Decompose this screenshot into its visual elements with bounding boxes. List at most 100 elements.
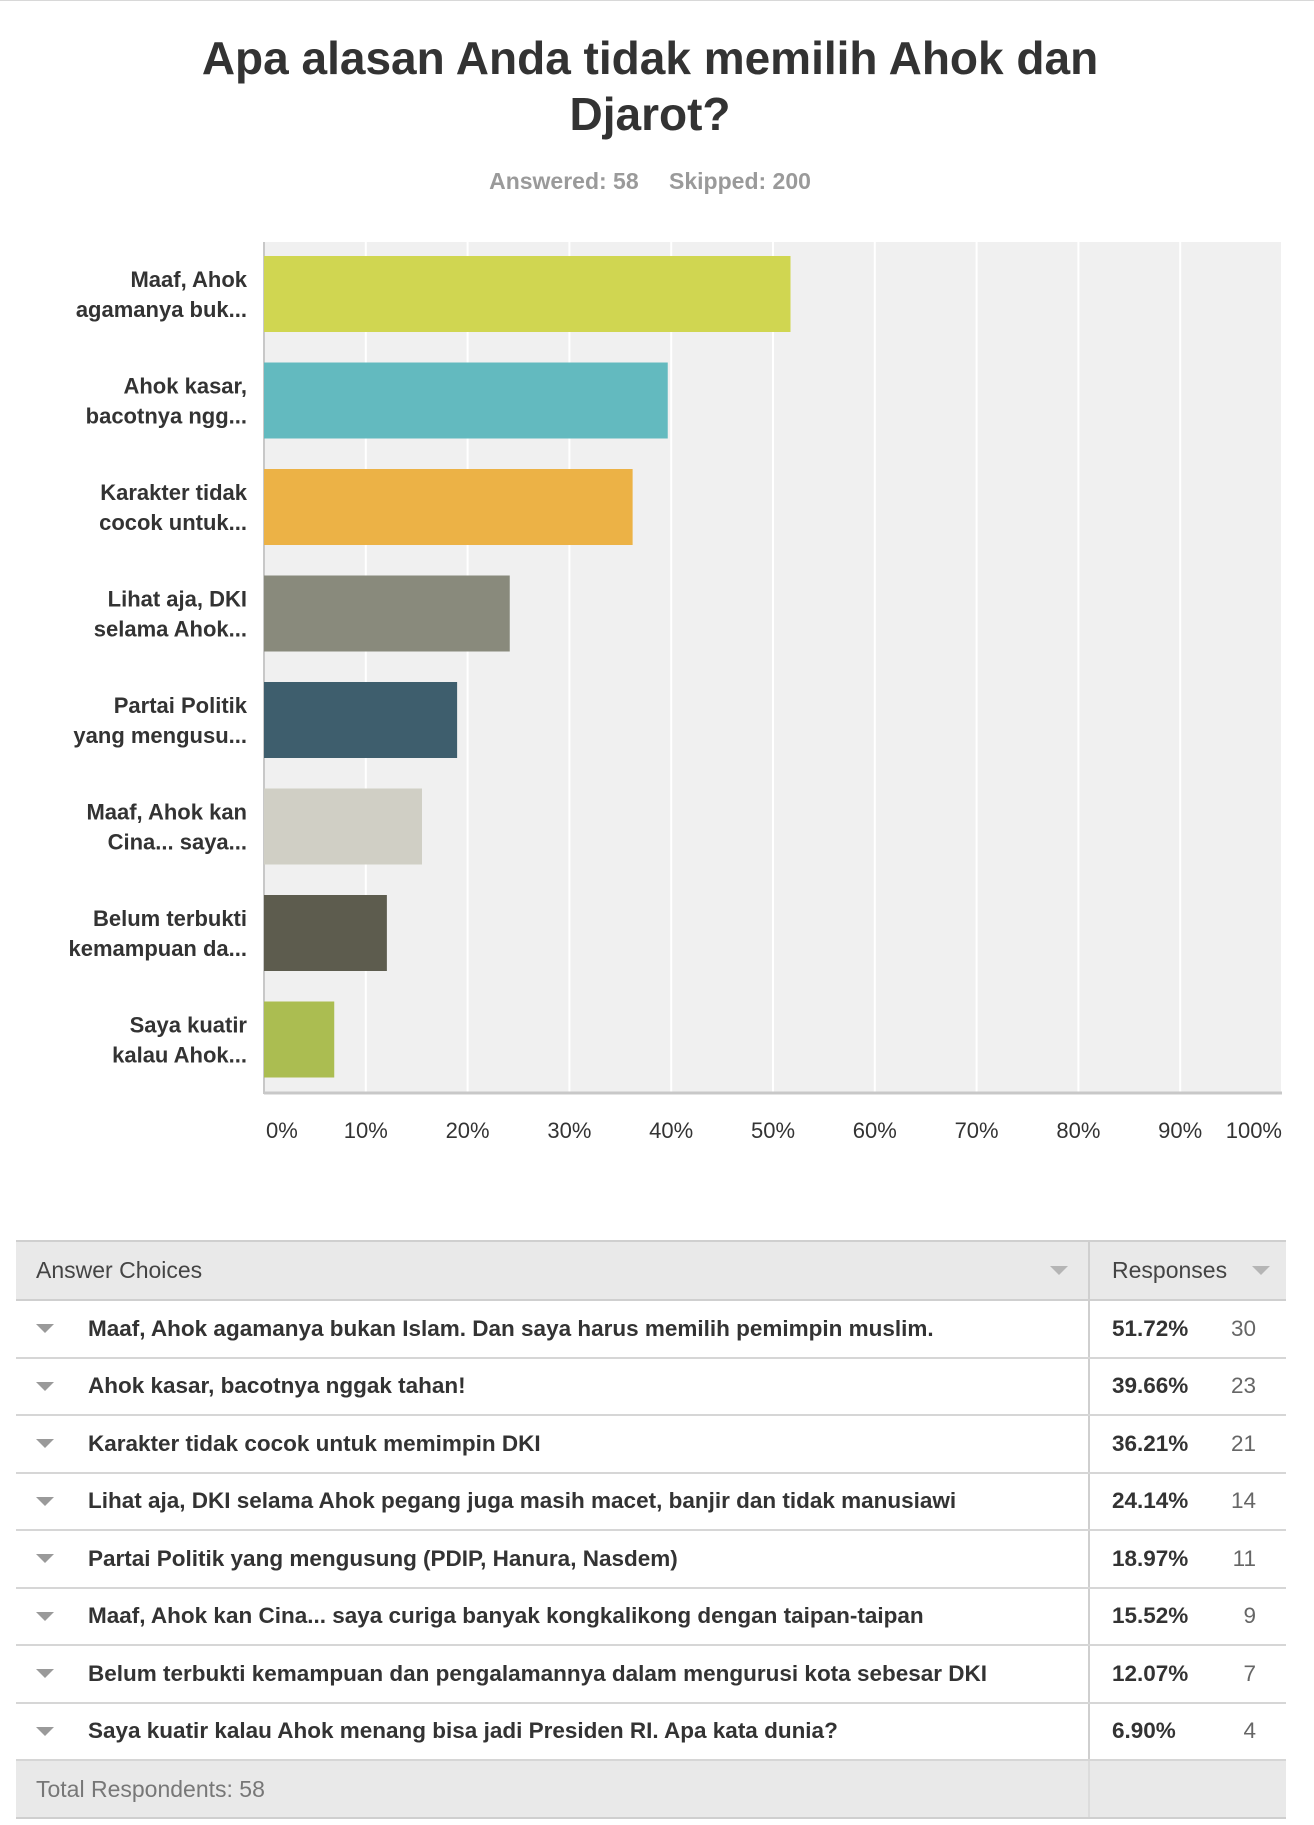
x-tick-label: 10% — [344, 1118, 388, 1143]
response-percent: 15.52% — [1112, 1603, 1189, 1629]
x-tick-label: 20% — [446, 1118, 490, 1143]
answer-choices-header[interactable]: Answer Choices — [16, 1242, 1090, 1299]
choice-cell: Maaf, Ahok kan Cina... saya curiga banya… — [16, 1588, 1090, 1644]
bar — [264, 256, 791, 332]
x-tick-label: 50% — [751, 1118, 795, 1143]
response-count: 11 — [1232, 1545, 1256, 1571]
category-label: Lihat aja, DKI — [108, 587, 247, 612]
category-label: Karakter tidak — [100, 480, 248, 505]
bar — [264, 788, 422, 865]
response-cell: 36.21% 21 — [1090, 1416, 1286, 1472]
category-label: Saya kuatir — [130, 1013, 248, 1038]
response-percent: 36.21% — [1112, 1430, 1189, 1456]
response-cell: 12.07% 7 — [1090, 1646, 1286, 1702]
choice-cell: Saya kuatir kalau Ahok menang bisa jadi … — [16, 1703, 1090, 1759]
category-label: cocok untuk... — [99, 510, 247, 535]
bar — [264, 362, 668, 439]
responses-table: Answer Choices Responses Maaf, Ahok agam… — [16, 1240, 1286, 1819]
bar — [264, 895, 387, 971]
x-tick-label: 40% — [649, 1118, 693, 1143]
choice-text: Maaf, Ahok kan Cina... saya curiga banya… — [88, 1603, 924, 1629]
answer-choices-label: Answer Choices — [36, 1257, 203, 1283]
expand-icon[interactable] — [36, 1554, 54, 1564]
category-label: bacotnya ngg... — [86, 404, 247, 429]
response-count: 30 — [1230, 1315, 1256, 1341]
table-body: Maaf, Ahok agamanya bukan Islam. Dan say… — [16, 1301, 1286, 1761]
category-label: kalau Ahok... — [112, 1043, 247, 1068]
choice-text: Partai Politik yang mengusung (PDIP, Han… — [88, 1545, 678, 1571]
table-row: Maaf, Ahok kan Cina... saya curiga banya… — [16, 1588, 1286, 1646]
response-stats: Answered: 58 Skipped: 200 — [0, 168, 1300, 195]
bar — [264, 1001, 335, 1078]
response-percent: 12.07% — [1112, 1660, 1189, 1686]
table-row: Lihat aja, DKI selama Ahok pegang juga m… — [16, 1473, 1286, 1531]
category-label: Belum terbukti — [93, 906, 247, 931]
table-footer: Total Respondents: 58 — [16, 1761, 1286, 1819]
table-row: Partai Politik yang mengusung (PDIP, Han… — [16, 1531, 1286, 1589]
choice-text: Karakter tidak cocok untuk memimpin DKI — [88, 1430, 541, 1456]
bar-chart: Maaf, Ahok agamanya buk... Ahok kasar, baco… — [68, 242, 1283, 1143]
table-header: Answer Choices Responses — [16, 1240, 1286, 1301]
expand-icon[interactable] — [36, 1669, 54, 1679]
response-count: 21 — [1230, 1430, 1256, 1456]
x-tick-label: 60% — [853, 1118, 897, 1143]
response-percent: 24.14% — [1112, 1488, 1189, 1514]
table-row: Saya kuatir kalau Ahok menang bisa jadi … — [16, 1703, 1286, 1761]
x-tick-label: 80% — [1056, 1118, 1100, 1143]
expand-icon[interactable] — [36, 1726, 54, 1736]
bar — [264, 575, 510, 652]
response-percent: 6.90% — [1112, 1718, 1176, 1744]
x-tick-label: 100% — [1226, 1118, 1282, 1143]
choice-cell: Partai Politik yang mengusung (PDIP, Han… — [16, 1531, 1090, 1587]
table-row: Ahok kasar, bacotnya nggak tahan! 39.66%… — [16, 1358, 1286, 1416]
category-label: Maaf, Ahok kan — [86, 800, 247, 825]
category-label: Ahok kasar, — [123, 374, 247, 399]
response-percent: 18.97% — [1112, 1545, 1189, 1571]
expand-icon[interactable] — [36, 1611, 54, 1621]
category-label: Maaf, Ahok — [130, 267, 247, 292]
expand-icon[interactable] — [36, 1324, 54, 1334]
chevron-down-icon[interactable] — [1252, 1266, 1270, 1275]
table-row: Belum terbukti kemampuan dan pengalamann… — [16, 1646, 1286, 1704]
response-count: 4 — [1243, 1718, 1256, 1744]
x-tick-label: 90% — [1158, 1118, 1202, 1143]
category-label: Partai Politik — [114, 693, 248, 718]
x-tick-label: 0% — [266, 1118, 298, 1143]
response-count: 7 — [1243, 1660, 1256, 1686]
response-cell: 39.66% 23 — [1090, 1359, 1286, 1415]
response-count: 23 — [1230, 1373, 1256, 1399]
responses-header[interactable]: Responses — [1090, 1242, 1286, 1299]
response-cell: 51.72% 30 — [1090, 1301, 1286, 1357]
choice-text: Lihat aja, DKI selama Ahok pegang juga m… — [88, 1488, 957, 1514]
response-cell: 18.97% 11 — [1090, 1531, 1286, 1587]
top-divider — [0, 0, 1314, 1]
bar — [264, 682, 458, 758]
expand-icon[interactable] — [36, 1496, 54, 1506]
response-count: 9 — [1243, 1603, 1256, 1629]
category-label: Cina... saya... — [108, 830, 247, 855]
response-count: 14 — [1230, 1488, 1256, 1514]
response-cell: 6.90% 4 — [1090, 1704, 1286, 1760]
expand-icon[interactable] — [36, 1381, 54, 1391]
bar — [264, 469, 633, 545]
choice-cell: Ahok kasar, bacotnya nggak tahan! — [16, 1358, 1090, 1414]
choice-cell: Karakter tidak cocok untuk memimpin DKI — [16, 1416, 1090, 1472]
response-percent: 51.72% — [1112, 1315, 1189, 1341]
chevron-down-icon[interactable] — [1050, 1266, 1068, 1275]
choice-text: Maaf, Ahok agamanya bukan Islam. Dan say… — [88, 1315, 934, 1341]
responses-label: Responses — [1112, 1257, 1228, 1283]
response-cell: 15.52% 9 — [1090, 1589, 1286, 1645]
x-tick-label: 70% — [955, 1118, 999, 1143]
choice-text: Saya kuatir kalau Ahok menang bisa jadi … — [88, 1718, 838, 1744]
total-respondents: Total Respondents: 58 — [16, 1761, 1090, 1817]
response-percent: 39.66% — [1112, 1373, 1189, 1399]
choice-cell: Maaf, Ahok agamanya bukan Islam. Dan say… — [16, 1301, 1090, 1357]
answered-count: Answered: 58 — [489, 168, 639, 194]
choice-cell: Belum terbukti kemampuan dan pengalamann… — [16, 1646, 1090, 1702]
choice-text: Ahok kasar, bacotnya nggak tahan! — [88, 1373, 466, 1399]
footer-spacer — [1090, 1761, 1286, 1817]
response-cell: 24.14% 14 — [1090, 1474, 1286, 1530]
skipped-count: Skipped: 200 — [669, 168, 811, 194]
category-label: yang mengusu... — [73, 723, 247, 748]
expand-icon[interactable] — [36, 1439, 54, 1449]
